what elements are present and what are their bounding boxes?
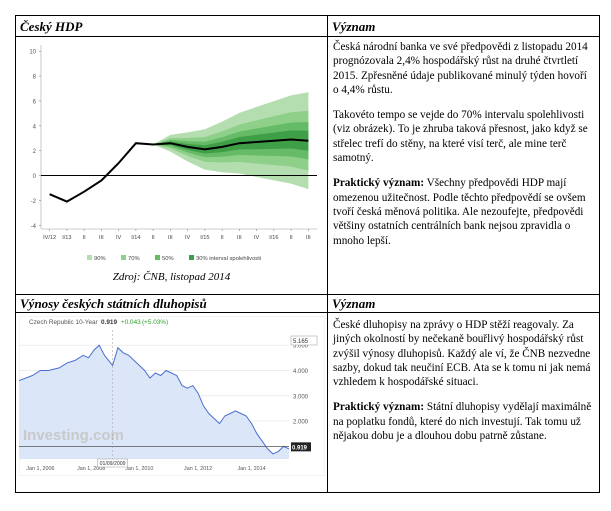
gdp-practical-text: Všechny předpovědi HDP mají omezenou uži… (333, 177, 586, 247)
gdp-paragraph-1: Česká národní banka ve své předpovědi z … (333, 41, 588, 96)
gdp-header: Český HDP (20, 19, 83, 34)
y-tick-label: 0 (33, 174, 37, 180)
y-tick-label: 10 (29, 50, 36, 56)
y-tick-label: 8 (33, 75, 37, 81)
legend-label-1: 70% (128, 256, 140, 262)
bonds-practical: Praktický význam: Státní dluhopisy vyděl… (333, 400, 595, 443)
y-tick-label: 2 (33, 149, 37, 155)
last-label-box (291, 442, 311, 452)
x-tick-label: IV/12 (43, 235, 56, 241)
last-label: 0.919 (292, 445, 308, 451)
gdp-paragraph-2: Takovéto tempo se vejde do 70% intervalu… (333, 109, 588, 165)
legend-swatch-3 (189, 255, 194, 260)
bonds-practical-label: Praktický význam: (333, 401, 425, 414)
max-label-box (290, 335, 318, 346)
x-tick-label: I/15 (200, 235, 209, 241)
legend-label-2: 50% (162, 256, 174, 262)
x-tick-label: IV (254, 235, 260, 241)
y-tick-label: 3.000 (293, 394, 309, 400)
cursor-date-box (97, 458, 128, 468)
investing-watermark: Investing.com (23, 427, 124, 444)
x-tick-label: Jan 1, 2012 (184, 466, 212, 472)
bonds-header: Výnosy českých státních dluhopisů (20, 296, 207, 311)
x-tick-label: I/16 (269, 235, 278, 241)
x-tick-label: Jan 1, 2008 (77, 466, 105, 472)
x-tick-label: II (83, 235, 87, 241)
meaning-header-top: Význam (332, 19, 376, 34)
x-tick-label: II (152, 235, 156, 241)
x-tick-label: II (221, 235, 225, 241)
x-tick-label: IV (185, 235, 191, 241)
legend-swatch-1 (121, 255, 126, 260)
header-divider-bottom (16, 312, 599, 313)
yield-area (19, 345, 289, 459)
bonds-practical-text: Státní dluhopisy vydělají maximálně na p… (333, 401, 592, 443)
bond-title: Czech Republic 10-Year (29, 319, 99, 326)
meaning-header-bottom: Význam (332, 296, 376, 311)
bond-last-value: 0.919 (101, 319, 117, 326)
gdp-line (49, 138, 309, 203)
legend-swatch-0 (87, 255, 92, 260)
legend-label-0: 90% (94, 256, 106, 262)
legend-label-3: 30% interval spolehlivosti (196, 256, 261, 262)
legend-swatch-2 (155, 255, 160, 260)
y-tick-label: -4 (31, 224, 37, 230)
gdp-practical: Praktický význam: Všechny předpovědi HDP… (333, 176, 595, 247)
x-tick-label: Jan 1, 2014 (237, 466, 265, 472)
section-divider (16, 294, 599, 295)
x-tick-label: I/13 (62, 235, 71, 241)
yield-line (19, 344, 290, 455)
x-tick-label: Jan 1, 2010 (125, 466, 153, 472)
bonds-meaning-text: České dluhopisy na zprávy o HDP stěží re… (328, 313, 600, 492)
x-tick-label: III (237, 235, 242, 241)
gdp-chart: -4 -2 0 2 4 6 8 10 IV/12 I/13 II III IV I/14 II III IV I/… (17, 37, 326, 294)
header-divider-top (16, 36, 599, 37)
gdp-practical-label: Praktický význam: (333, 177, 425, 190)
y-tick-label: 5.000 (293, 344, 309, 350)
bond-change-pct: (+5.03%) (142, 319, 168, 326)
x-tick-label: Jan 1, 2006 (26, 466, 54, 472)
y-tick-label: 4 (33, 124, 37, 130)
gdp-meaning-text: Česká národní banka ve své předpovědi z … (328, 37, 600, 294)
y-tick-label: 2.000 (293, 420, 309, 426)
column-divider (327, 16, 328, 492)
bonds-paragraph-1: České dluhopisy na zprávy o HDP stěží re… (333, 319, 591, 389)
x-tick-label: II (290, 235, 294, 241)
x-tick-label: III (306, 235, 311, 241)
x-tick-label: IV (116, 235, 122, 241)
content-table: Český HDP Význam -4 -2 0 2 4 6 8 10 IV/12 I/13 II I… (15, 15, 600, 493)
y-tick-label: -2 (31, 199, 37, 205)
y-tick-label: 6 (33, 99, 37, 105)
y-tick-label: 4.000 (293, 369, 309, 375)
x-tick-label: I/14 (131, 235, 140, 241)
bond-change: +0.043 (121, 319, 141, 326)
max-label: 5.165 (293, 339, 309, 345)
x-tick-label: III (99, 235, 104, 241)
gdp-chart-caption: Zdroj: ČNB, listopad 2014 (112, 271, 231, 283)
cursor-date: 01/09/2009 (100, 461, 126, 467)
x-tick-label: III (168, 235, 173, 241)
